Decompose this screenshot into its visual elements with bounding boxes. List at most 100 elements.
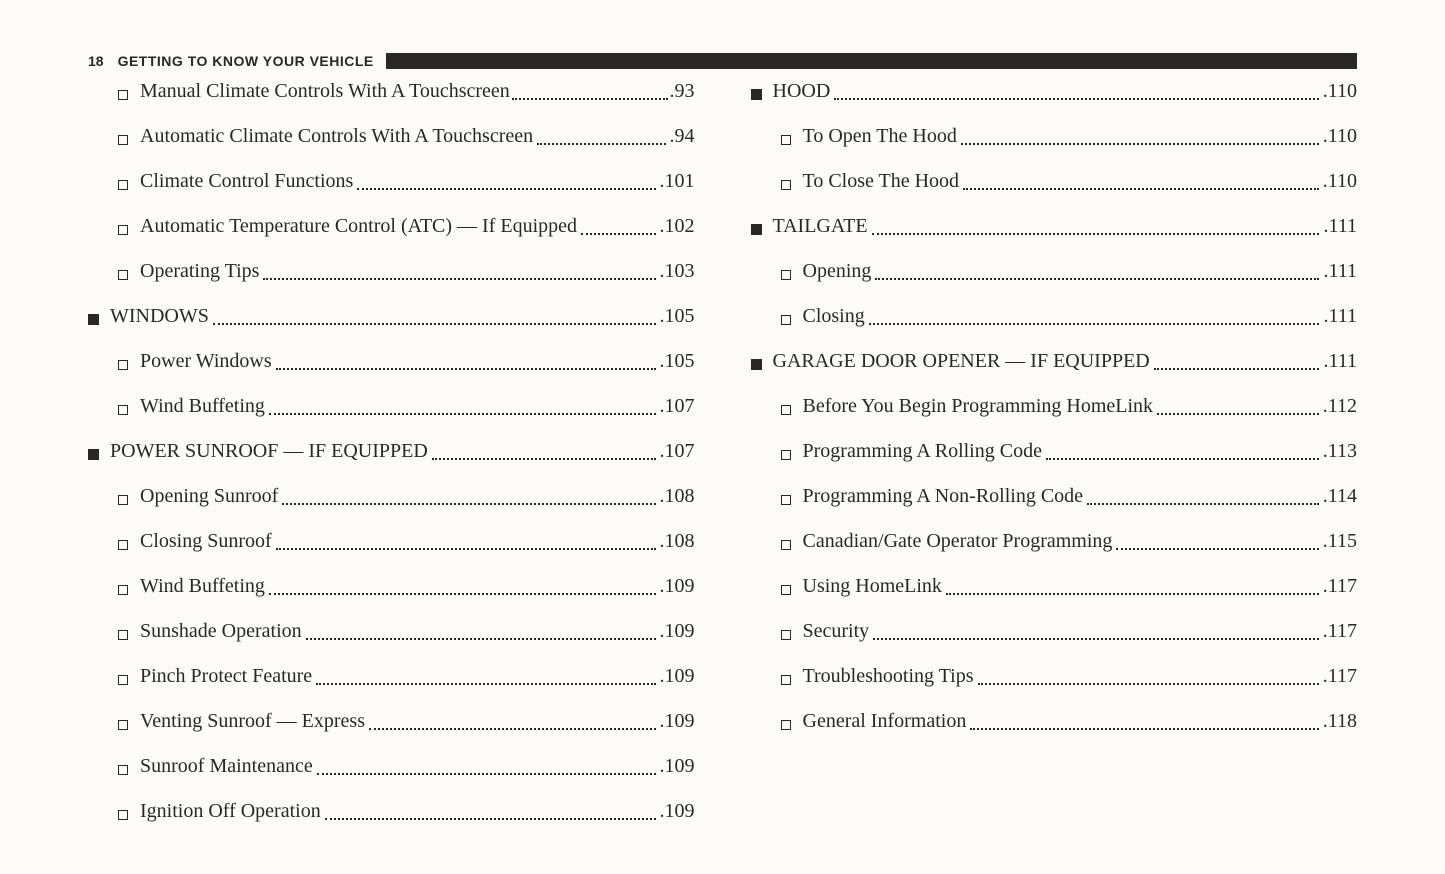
dot-leader (869, 323, 1320, 325)
toc-page: .105 (660, 303, 695, 330)
toc-item: Manual Climate Controls With A Touchscre… (118, 78, 695, 105)
square-open-icon (781, 725, 803, 735)
toc-page: .117 (1323, 573, 1357, 600)
toc-item: Troubleshooting Tips.117 (781, 663, 1358, 690)
toc-page: .109 (660, 618, 695, 645)
square-filled-icon (751, 229, 773, 240)
square-open-icon (781, 545, 803, 555)
dot-leader (357, 188, 655, 190)
dot-leader (963, 188, 1319, 190)
toc-item: Programming A Rolling Code.113 (781, 438, 1358, 465)
toc-label: Pinch Protect Feature (140, 663, 312, 690)
toc-label: Manual Climate Controls With A Touchscre… (140, 78, 510, 105)
dot-leader (946, 593, 1319, 595)
toc-label: POWER SUNROOF — IF EQUIPPED (110, 438, 428, 465)
dot-leader (834, 98, 1318, 100)
dot-leader (432, 458, 656, 460)
dot-leader (1154, 368, 1320, 370)
toc-item: Sunroof Maintenance.109 (118, 753, 695, 780)
toc-label: Automatic Climate Controls With A Touchs… (140, 123, 533, 150)
dot-leader (276, 368, 656, 370)
toc-page: .94 (670, 123, 695, 150)
dot-leader (1157, 413, 1319, 415)
square-open-icon (118, 680, 140, 690)
toc-label: Sunroof Maintenance (140, 753, 313, 780)
toc-page: .117 (1323, 618, 1357, 645)
square-open-icon (781, 455, 803, 465)
toc-item: Venting Sunroof — Express .109 (118, 708, 695, 735)
toc-label: Canadian/Gate Operator Programming (803, 528, 1113, 555)
dot-leader (306, 638, 656, 640)
square-open-icon (781, 320, 803, 330)
toc-item: Canadian/Gate Operator Programming .115 (781, 528, 1358, 555)
toc-label: General Information (803, 708, 967, 735)
toc-page: .108 (660, 483, 695, 510)
section-title: GETTING TO KNOW YOUR VEHICLE (118, 53, 374, 69)
toc-item: Opening Sunroof.108 (118, 483, 695, 510)
toc-item: POWER SUNROOF — IF EQUIPPED .107 (88, 438, 695, 465)
square-open-icon (118, 725, 140, 735)
toc-label: Security (803, 618, 870, 645)
toc-page: .109 (660, 798, 695, 825)
toc-label: To Open The Hood (803, 123, 957, 150)
dot-leader (970, 728, 1318, 730)
toc-page: .115 (1323, 528, 1357, 555)
square-open-icon (781, 275, 803, 285)
dot-leader (978, 683, 1319, 685)
dot-leader (317, 773, 656, 775)
toc-page: .108 (660, 528, 695, 555)
square-open-icon (118, 140, 140, 150)
toc-label: Venting Sunroof — Express (140, 708, 365, 735)
square-open-icon (781, 680, 803, 690)
toc-label: Using HomeLink (803, 573, 942, 600)
toc-page: .105 (660, 348, 695, 375)
dot-leader (537, 143, 665, 145)
toc-item: Security .117 (781, 618, 1358, 645)
toc-page: .110 (1323, 78, 1357, 105)
dot-leader (316, 683, 655, 685)
square-open-icon (781, 410, 803, 420)
square-open-icon (781, 140, 803, 150)
header-bar: 18 GETTING TO KNOW YOUR VEHICLE (88, 52, 1357, 70)
dot-leader (269, 413, 656, 415)
toc-label: Troubleshooting Tips (803, 663, 974, 690)
square-open-icon (118, 95, 140, 105)
toc-label: Wind Buffeting (140, 573, 265, 600)
square-filled-icon (88, 319, 110, 330)
toc-page: .111 (1323, 348, 1357, 375)
toc-page: .107 (660, 438, 695, 465)
toc-page: .109 (660, 708, 695, 735)
toc-page: .103 (660, 258, 695, 285)
square-open-icon (781, 635, 803, 645)
dot-leader (875, 278, 1319, 280)
toc-item: Automatic Climate Controls With A Touchs… (118, 123, 695, 150)
toc-page: .109 (660, 663, 695, 690)
toc-item: To Close The Hood.110 (781, 168, 1358, 195)
square-open-icon (118, 770, 140, 780)
dot-leader (1046, 458, 1319, 460)
dot-leader (1087, 503, 1319, 505)
toc-label: Closing Sunroof (140, 528, 272, 555)
toc-item: Programming A Non-Rolling Code.114 (781, 483, 1358, 510)
square-open-icon (118, 635, 140, 645)
dot-leader (213, 323, 656, 325)
square-open-icon (118, 410, 140, 420)
toc-page: .111 (1323, 213, 1357, 240)
toc-page: .110 (1323, 123, 1357, 150)
toc-item: Using HomeLink .117 (781, 573, 1358, 600)
square-filled-icon (751, 364, 773, 375)
toc-item: Operating Tips.103 (118, 258, 695, 285)
toc-label: Opening (803, 258, 872, 285)
dot-leader (512, 98, 668, 100)
toc-item: Opening.111 (781, 258, 1358, 285)
dot-leader (282, 503, 655, 505)
square-open-icon (781, 500, 803, 510)
toc-label: Programming A Rolling Code (803, 438, 1042, 465)
page-number: 18 (88, 53, 104, 69)
toc-item: Pinch Protect Feature .109 (118, 663, 695, 690)
dot-leader (269, 593, 656, 595)
toc-page: .110 (1323, 168, 1357, 195)
toc-label: Programming A Non-Rolling Code (803, 483, 1084, 510)
toc-label: Power Windows (140, 348, 272, 375)
toc-content: Manual Climate Controls With A Touchscre… (88, 78, 1357, 834)
